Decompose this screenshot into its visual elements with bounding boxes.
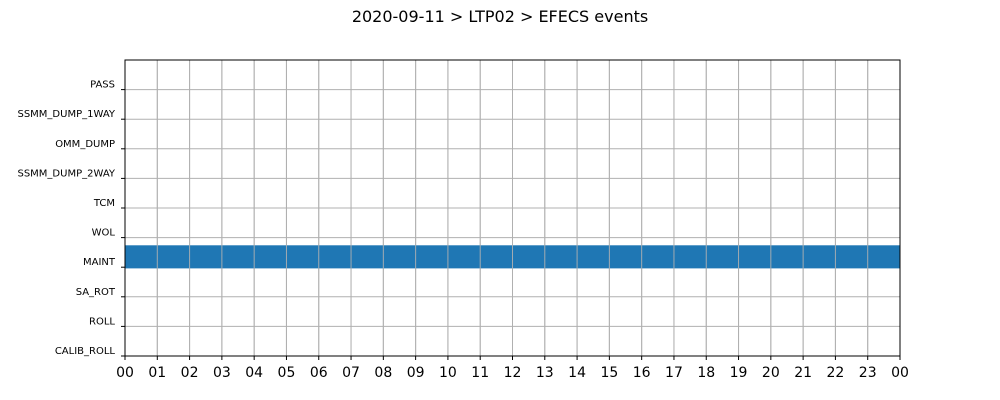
x-tick-label: 16 [633,365,651,381]
x-tick-label: 12 [504,365,522,381]
x-tick-label: 18 [697,365,715,381]
x-axis-labels: 00 01 02 03 04 05 06 07 08 09 10 11 12 13 14 15 16 17 18 19… [116,365,909,381]
x-tick-label: 22 [827,365,845,381]
x-tick-label: 00 [891,365,909,381]
x-tick-label: 05 [278,365,296,381]
x-tick-label: 10 [439,365,457,381]
x-tick-label: 07 [342,365,360,381]
x-tick-label: 15 [600,365,618,381]
x-tick-label: 02 [181,365,199,381]
x-tick-label: 00 [116,365,134,381]
x-tick-marks [124,356,901,360]
x-tick-label: 03 [213,365,231,381]
x-tick-label: 19 [730,365,748,381]
x-tick-label: 04 [245,365,263,381]
x-tick-label: 01 [148,365,166,381]
x-tick-label: 13 [536,365,554,381]
y-tick-label: CALIB_ROLL [55,346,116,357]
y-tick-label: SSMM_DUMP_2WAY [17,168,115,179]
x-tick-label: 21 [794,365,812,381]
y-tick-marks [121,89,125,357]
y-axis-labels: PASS SSMM_DUMP_1WAY OMM_DUMP SSMM_DUMP_2WAY… [17,80,115,357]
y-tick-label: OMM_DUMP [55,139,115,150]
x-tick-label: 23 [859,365,877,381]
x-tick-label: 20 [762,365,780,381]
x-tick-label: 14 [568,365,586,381]
y-tick-label: WOL [92,228,116,239]
x-tick-label: 11 [471,365,489,381]
y-tick-label: SA_ROT [76,287,116,298]
x-tick-label: 09 [407,365,425,381]
y-tick-label: MAINT [83,257,116,268]
x-tick-label: 17 [665,365,683,381]
y-tick-label: TCM [93,198,115,209]
y-tick-label: SSMM_DUMP_1WAY [17,109,115,120]
y-tick-label: ROLL [89,316,115,327]
chart-title: 2020-09-11 > LTP02 > EFECS events [352,7,648,26]
x-tick-label: 06 [310,365,328,381]
x-tick-label: 08 [374,365,392,381]
y-tick-label: PASS [90,80,115,91]
